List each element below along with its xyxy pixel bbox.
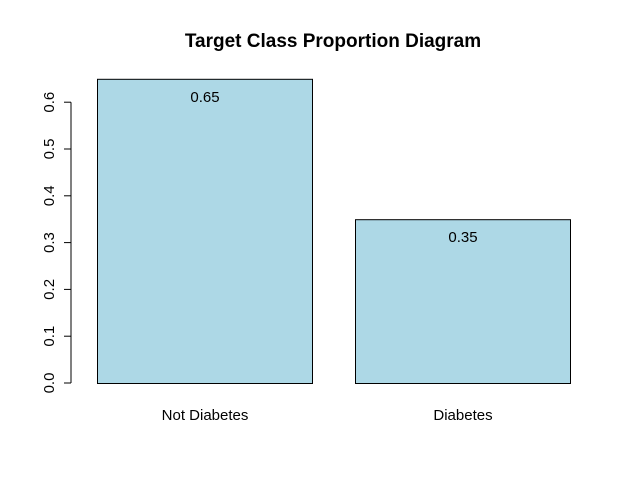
- y-tick-label: 0.2: [41, 279, 58, 300]
- y-tick-label: 0.4: [41, 185, 58, 206]
- bar-value-label: 0.65: [190, 89, 219, 106]
- y-axis: 0.0 0.1 0.2 0.3 0.4 0.5 0.6: [41, 92, 72, 394]
- y-tick-label: 0.1: [41, 326, 58, 347]
- bar: [97, 78, 313, 385]
- data-labels: 0.65 0.35: [190, 89, 477, 246]
- y-tick-label: 0.5: [41, 139, 58, 160]
- chart-title: Target Class Proportion Diagram: [185, 31, 481, 52]
- category-label: Not Diabetes: [162, 407, 249, 424]
- y-tick-label: 0.3: [41, 232, 58, 253]
- category-labels: Not Diabetes Diabetes: [162, 407, 493, 424]
- category-label: Diabetes: [433, 407, 492, 424]
- bar-value-label: 0.35: [448, 229, 477, 246]
- y-tick-label: 0.6: [41, 92, 58, 113]
- bar: [355, 219, 571, 384]
- y-tick-label: 0.0: [41, 373, 58, 394]
- bars: [97, 78, 571, 385]
